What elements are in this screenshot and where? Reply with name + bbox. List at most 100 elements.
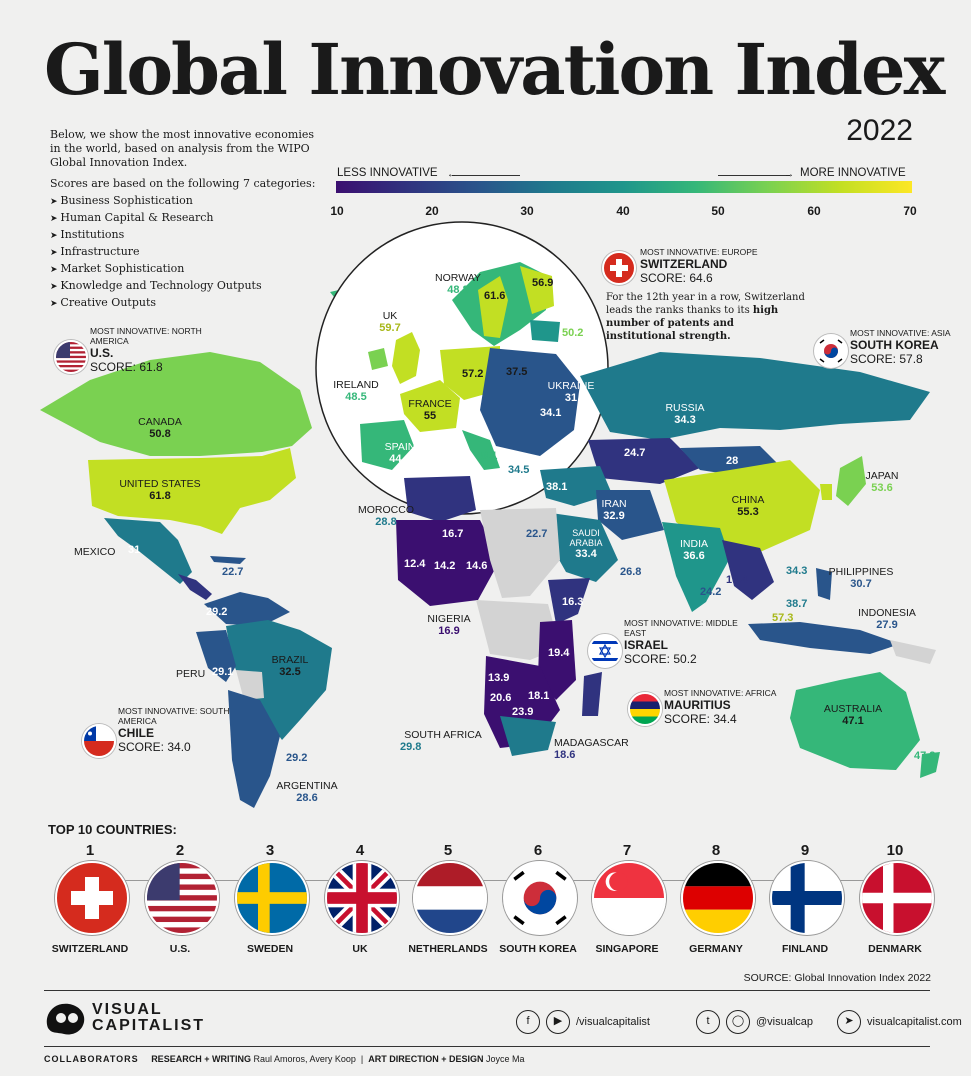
top10-item: 6 SOUTH KOREA <box>499 842 577 955</box>
callout-chile-text: MOST INNOVATIVE: SOUTH AMERICA CHILE SCO… <box>118 706 230 754</box>
country-name-mexico: MEXICO <box>74 546 116 558</box>
country-score: 34.3 <box>786 565 808 577</box>
top10-item: 5 NETHERLANDS <box>408 842 488 955</box>
region-south-africa <box>500 716 556 756</box>
legend-less-label: LESS INNOVATIVE <box>337 167 438 179</box>
website-link[interactable]: visualcapitalist.com <box>867 1016 962 1028</box>
twitter-icon[interactable]: t <box>695 1010 720 1034</box>
top10-item: 10 DENMARK <box>850 842 940 955</box>
region-sweden <box>478 276 508 338</box>
footer-divider <box>44 990 930 991</box>
region-uk <box>392 332 420 384</box>
region-southeast-asia <box>722 540 774 600</box>
legend-tick: 70 <box>903 204 917 218</box>
region-united-states <box>88 448 296 534</box>
country-label-uk: UK 59.7 <box>379 310 401 334</box>
region-canada <box>40 352 312 456</box>
country-score: 20.6 <box>490 692 512 704</box>
country-score: 12.4 <box>404 558 426 570</box>
country-score: 34.5 <box>508 464 530 476</box>
country-label-china: CHINA 55.3 <box>731 494 765 518</box>
country-label-iran: IRAN 32.9 <box>601 498 627 522</box>
country-score: 38.1 <box>546 481 568 493</box>
legend-tick: 60 <box>807 204 821 218</box>
uk-flag-icon <box>325 861 399 935</box>
cursor-icon: ➤ <box>837 1010 862 1034</box>
country-name-peru: PERU <box>176 668 206 680</box>
visual-capitalist-wordmark: VISUAL CAPITALIST <box>92 1001 206 1034</box>
region-bolivia <box>236 670 264 700</box>
netherlands-flag-icon <box>413 861 487 935</box>
youtube-icon[interactable]: ▶ <box>546 1010 570 1034</box>
region-philippines <box>816 568 832 600</box>
visual-capitalist-logo-icon <box>44 1000 88 1038</box>
region-australia <box>790 672 920 770</box>
social-links: f ▶ /visualcapitalist t ◯ @visualcap ➤ v… <box>516 1010 962 1034</box>
instagram-icon[interactable]: ◯ <box>725 1010 750 1034</box>
region-sahel-west <box>396 520 500 606</box>
categories-intro: Scores are based on the following 7 cate… <box>50 177 316 190</box>
country-label-japan: JAPAN 53.6 <box>865 470 899 494</box>
country-score: 34.1 <box>540 407 562 419</box>
region-india <box>662 522 730 612</box>
callout-mauritius-text: MOST INNOVATIVE: AFRICA MAURITIUS SCORE:… <box>664 688 777 726</box>
region-caribbean <box>210 556 246 564</box>
country-score: 37.5 <box>506 366 528 378</box>
country-label-norway: NORWAY 48.8 <box>435 272 481 296</box>
social-handle-link[interactable]: /visualcapitalist <box>576 1016 650 1028</box>
country-score: 26.8 <box>620 566 642 578</box>
top10-item: 8 GERMANY <box>671 842 761 955</box>
finland-flag-icon <box>770 861 844 935</box>
country-label-russia: RUSSIA 34.3 <box>665 402 705 426</box>
country-label-morocco: MOROCCO 28.8 <box>358 504 414 528</box>
usa-flag-icon <box>54 340 88 374</box>
category-item: Knowledge and Technology Outputs <box>50 278 315 295</box>
country-score: 16.4 <box>726 574 748 586</box>
country-label-south-africa: SOUTH AFRICA 29.8 <box>400 729 482 753</box>
region-italy <box>462 430 500 470</box>
region-central-america <box>178 574 212 600</box>
legend-tick: 20 <box>425 204 439 218</box>
region-new-zealand <box>920 752 940 778</box>
category-item: Infrastructure <box>50 244 315 261</box>
region-south-america-north <box>204 592 290 626</box>
mauritius-flag-icon <box>628 692 662 726</box>
source-note: SOURCE: Global Innovation Index 2022 <box>743 972 931 984</box>
region-new-guinea <box>890 640 936 664</box>
country-label-saudi-arabia: SAUDI ARABIA 33.4 <box>569 528 603 560</box>
region-eastern-europe <box>480 348 580 456</box>
category-item: Business Sophistication <box>50 193 315 210</box>
country-score: 57.2 <box>462 368 484 380</box>
region-saudi-arabia <box>544 512 618 582</box>
categories-list: Business Sophistication Human Capital & … <box>50 193 315 312</box>
region-madagascar <box>582 672 602 716</box>
region-iran <box>596 490 664 540</box>
credits-line: COLLABORATORS RESEARCH + WRITING Raul Am… <box>44 1054 525 1064</box>
switzerland-flag-icon <box>602 251 636 285</box>
callout-south-korea-text: MOST INNOVATIVE: ASIA SOUTH KOREA SCORE:… <box>850 328 951 366</box>
social-handle-link[interactable]: @visualcap <box>755 1016 814 1028</box>
region-horn-africa <box>548 578 590 624</box>
country-label-india: INDIA 36.6 <box>679 538 708 562</box>
legend-right-arrow <box>718 175 790 176</box>
arrow-right-icon: → <box>784 169 794 180</box>
region-indonesia <box>748 622 900 654</box>
country-score: 23.9 <box>512 706 534 718</box>
page-title: Global Innovation Index <box>44 28 945 111</box>
region-finland <box>520 266 554 314</box>
country-score: 18.1 <box>528 690 550 702</box>
facebook-icon[interactable]: f <box>516 1010 540 1034</box>
intro-text: Below, we show the most innovative econo… <box>50 128 314 169</box>
region-central-africa <box>476 600 560 660</box>
region-ireland <box>368 348 388 370</box>
region-brazil <box>226 620 332 740</box>
top10-item: 7 SINGAPORE <box>582 842 672 955</box>
country-score: 14.2 <box>434 560 456 572</box>
top10-connector-line <box>70 880 920 881</box>
country-score: 46.1 <box>476 450 498 462</box>
categories-block: Scores are based on the following 7 cate… <box>50 176 315 312</box>
top10-title: TOP 10 COUNTRIES: <box>48 822 177 837</box>
page-subtitle-year: 2022 <box>846 114 913 147</box>
country-score: 19.4 <box>548 647 570 659</box>
region-baltics <box>530 320 560 342</box>
